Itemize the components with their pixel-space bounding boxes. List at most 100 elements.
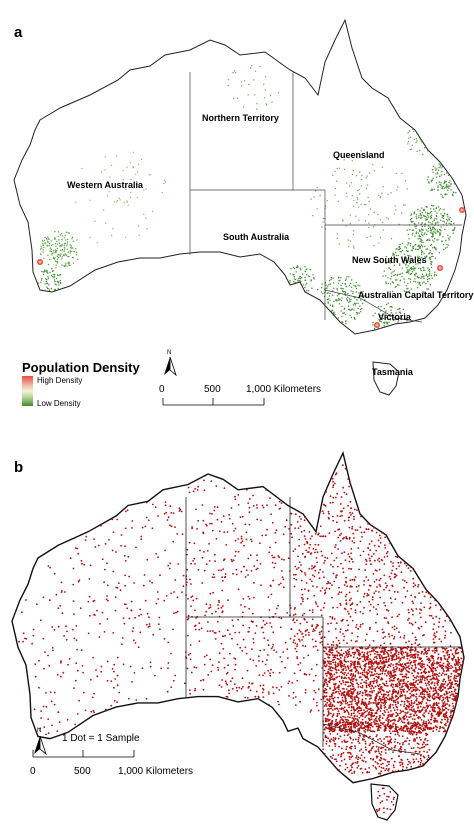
sample-dot-qld xyxy=(412,470,414,473)
sample-dot-qld xyxy=(317,533,319,536)
sample-dot-nsw xyxy=(445,673,448,676)
density-speck xyxy=(163,182,165,185)
sample-dot-qld xyxy=(320,550,323,553)
density-speck xyxy=(109,176,111,178)
density-speck xyxy=(75,254,77,256)
density-speck xyxy=(424,269,426,271)
sample-dot-sa xyxy=(266,659,268,661)
sample-dot-qld xyxy=(396,442,398,444)
sample-dot-qld xyxy=(449,578,452,581)
sample-dot-qld xyxy=(408,622,411,624)
density-speck xyxy=(387,302,389,304)
density-speck xyxy=(429,212,432,214)
density-speck xyxy=(55,251,57,253)
sample-dot-qld xyxy=(303,488,305,491)
sample-dot-qld xyxy=(348,555,351,558)
sample-dot-nsw xyxy=(358,716,361,719)
density-speck xyxy=(39,248,42,250)
sample-dot-nsw xyxy=(367,668,370,671)
sample-dot-sa xyxy=(261,691,264,694)
sample-dot-qld xyxy=(388,635,391,638)
sample-dot-qld xyxy=(428,495,431,497)
density-speck xyxy=(414,278,416,280)
sample-dot-nt xyxy=(282,586,285,589)
density-speck xyxy=(398,284,400,286)
label-south-australia: South Australia xyxy=(223,232,290,242)
sample-dot-qld xyxy=(403,586,405,589)
sample-dot-qld xyxy=(435,506,437,509)
density-speck xyxy=(412,128,414,131)
density-speck xyxy=(122,178,125,181)
label-new-south-wales: New South Wales xyxy=(352,255,427,265)
density-speck xyxy=(164,181,166,183)
sample-dot-nsw xyxy=(418,676,420,678)
density-speck xyxy=(434,223,437,225)
sample-dot-qld xyxy=(308,609,311,612)
sample-dot-qld xyxy=(411,451,413,453)
density-speck xyxy=(434,210,436,212)
sample-dot-qld xyxy=(319,477,322,479)
density-speck xyxy=(42,273,45,276)
sample-dot-wa xyxy=(113,663,116,666)
sample-dot-qld xyxy=(376,613,379,616)
sample-dot-qld xyxy=(452,614,455,616)
density-speck xyxy=(434,246,436,248)
sample-dot-qld xyxy=(347,610,349,613)
density-speck xyxy=(95,187,97,189)
density-speck xyxy=(392,271,394,273)
sample-dot-nsw xyxy=(418,681,421,684)
sample-dot-qld xyxy=(419,462,422,465)
sample-dot-qld xyxy=(423,445,425,447)
sample-dot-sa xyxy=(302,657,305,659)
sample-dot-qld xyxy=(369,480,372,483)
sample-dot-qld xyxy=(391,521,394,524)
density-speck xyxy=(66,248,69,250)
sample-dot-qld xyxy=(304,555,306,558)
sample-dot-sa xyxy=(214,632,217,634)
sample-dot-qld xyxy=(423,606,426,609)
sample-dot-nsw xyxy=(452,670,455,672)
density-speck xyxy=(400,212,403,214)
sample-dot-qld xyxy=(428,456,431,459)
density-speck xyxy=(420,268,422,270)
density-speck xyxy=(399,273,401,276)
density-speck xyxy=(338,276,340,278)
sample-dot-qld xyxy=(327,512,330,515)
sample-dot-nsw xyxy=(420,719,423,721)
sample-dot-qld xyxy=(428,524,430,526)
sample-dot-qld xyxy=(315,557,318,559)
sample-dot-wa xyxy=(65,517,68,520)
density-speck xyxy=(72,262,75,264)
sample-dot-qld xyxy=(449,453,452,455)
sample-dot-qld xyxy=(289,471,292,473)
sample-dot-qld xyxy=(304,462,306,464)
density-speck xyxy=(63,265,65,267)
density-speck xyxy=(56,255,58,258)
sample-dot-qld xyxy=(398,613,400,616)
sample-dot-qld xyxy=(400,539,403,542)
density-speck xyxy=(390,192,392,194)
sample-dot-nsw xyxy=(464,691,466,693)
sample-dot-wa xyxy=(148,616,150,619)
sample-dot-qld xyxy=(411,557,414,560)
sample-dot-qld xyxy=(408,520,411,522)
sample-dot-nsw xyxy=(383,709,386,712)
density-speck xyxy=(132,167,134,169)
sample-dot-qld xyxy=(439,478,442,481)
sample-dot-qld xyxy=(301,491,303,493)
density-speck xyxy=(405,247,408,249)
sample-dot-sa xyxy=(286,648,289,651)
density-speck xyxy=(334,313,336,316)
sample-dot-qld xyxy=(304,538,307,540)
sample-dot-qld xyxy=(377,559,379,561)
density-speck xyxy=(368,222,370,224)
density-speck xyxy=(386,323,388,325)
sample-dot-qld xyxy=(440,515,443,517)
sample-dot-qld xyxy=(345,602,348,604)
sample-dot-wa xyxy=(45,692,47,694)
sample-dot-sa xyxy=(273,649,275,651)
sample-dot-qld xyxy=(442,548,445,551)
density-speck xyxy=(435,274,438,276)
sample-dot-wa xyxy=(116,684,119,687)
density-speck xyxy=(348,284,350,287)
